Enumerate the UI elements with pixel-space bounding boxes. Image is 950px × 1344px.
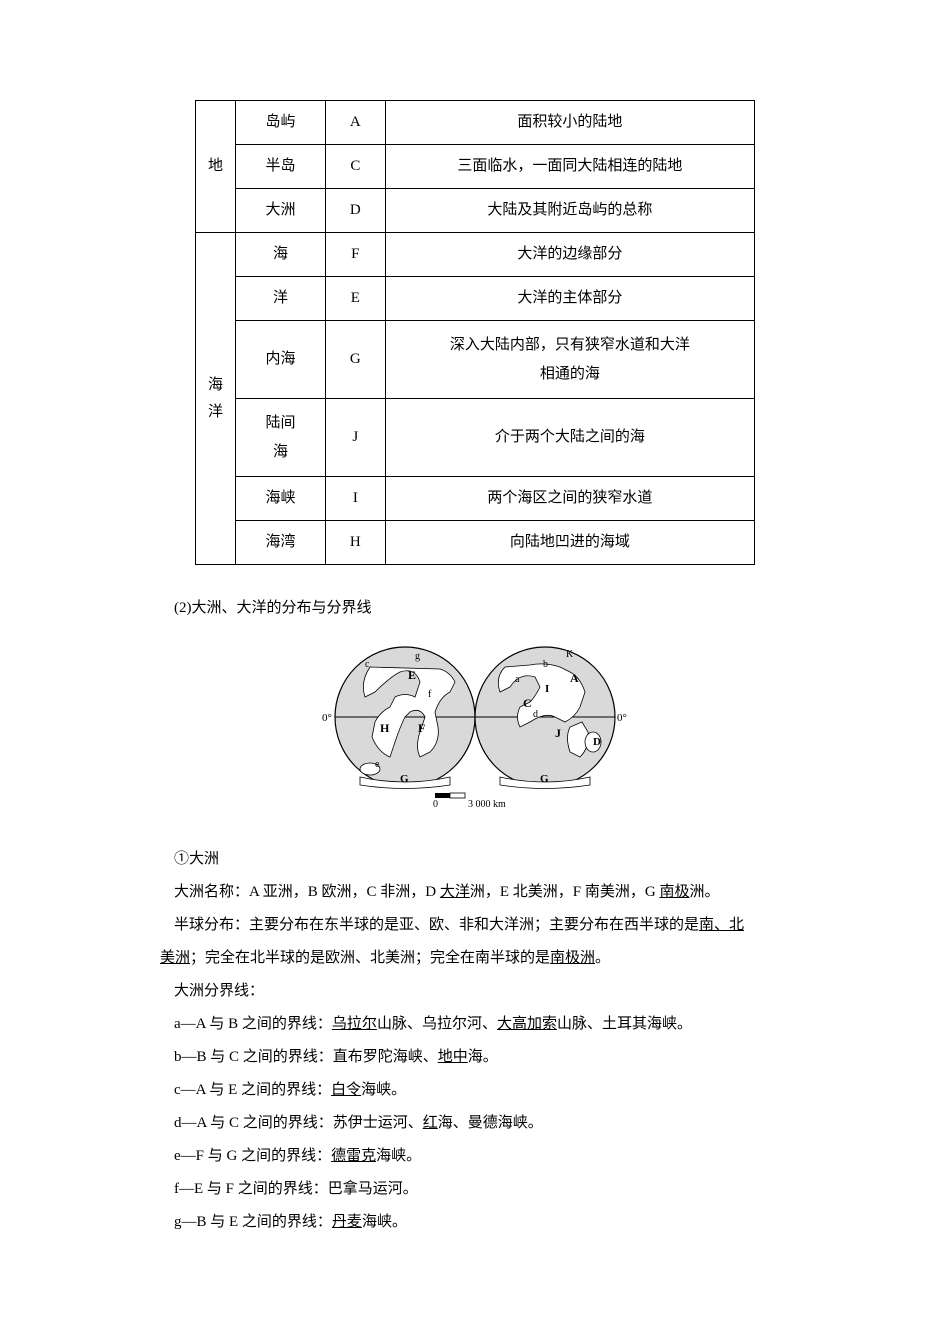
svg-text:0°: 0° [617, 712, 627, 724]
desc-cell: 三面临水，一面同大陆相连的陆地 [385, 145, 754, 189]
code-cell: H [325, 521, 385, 565]
desc-cell: 介于两个大陆之间的海 [385, 399, 754, 477]
svg-text:3 000 km: 3 000 km [468, 799, 506, 807]
svg-text:d: d [533, 709, 538, 720]
code-cell: J [325, 399, 385, 477]
boundary-f: f—E 与 F 之间的界线：巴拿马运河。 [174, 1173, 790, 1206]
code-cell: E [325, 277, 385, 321]
type-cell: 陆间海 [236, 399, 326, 477]
continents-header: ①大洲 [174, 843, 790, 876]
svg-text:J: J [555, 726, 561, 740]
svg-text:G: G [400, 773, 409, 785]
type-cell: 半岛 [236, 145, 326, 189]
svg-text:G: G [540, 773, 549, 785]
type-cell: 海湾 [236, 521, 326, 565]
code-cell: C [325, 145, 385, 189]
svg-text:H: H [380, 721, 390, 735]
desc-cell: 大洋的边缘部分 [385, 233, 754, 277]
category-cell: 海洋 [196, 233, 236, 565]
desc-cell: 面积较小的陆地 [385, 101, 754, 145]
hemisphere-map-icon: E H F G c g f e A C J D G I K a b d 0° 0… [320, 637, 630, 807]
boundaries-header: 大洲分界线： [174, 975, 790, 1008]
svg-text:b: b [543, 659, 548, 670]
svg-text:g: g [415, 651, 420, 662]
desc-cell: 两个海区之间的狭窄水道 [385, 477, 754, 521]
desc-cell: 大洋的主体部分 [385, 277, 754, 321]
boundary-b: b—B 与 C 之间的界线：直布罗陀海峡、地中海。 [174, 1041, 790, 1074]
type-cell: 洋 [236, 277, 326, 321]
boundary-e: e—F 与 G 之间的界线：德雷克海峡。 [174, 1140, 790, 1173]
type-cell: 海 [236, 233, 326, 277]
continents-section: ①大洲 大洲名称：A 亚洲，B 欧洲，C 非洲，D 大洋洲，E 北美洲，F 南美… [174, 843, 790, 942]
svg-text:0: 0 [433, 799, 438, 807]
hemisphere-line2-wrap: 美洲；完全在北半球的是欧洲、北美洲；完全在南半球的是南极洲。 [160, 942, 790, 975]
boundary-c: c—A 与 E 之间的界线：白令海峡。 [174, 1074, 790, 1107]
hemisphere-line2: 美洲；完全在北半球的是欧洲、北美洲；完全在南半球的是南极洲。 [160, 942, 790, 975]
section-2-title: (2)大洲、大洋的分布与分界线 [174, 595, 790, 622]
svg-text:E: E [408, 668, 416, 682]
desc-cell: 大陆及其附近岛屿的总称 [385, 189, 754, 233]
code-cell: I [325, 477, 385, 521]
svg-text:F: F [418, 721, 425, 735]
svg-text:c: c [365, 659, 370, 670]
svg-text:0°: 0° [322, 712, 332, 724]
svg-text:A: A [570, 671, 579, 685]
boundary-a: a—A 与 B 之间的界线：乌拉尔山脉、乌拉尔河、大高加索山脉、土耳其海峡。 [174, 1008, 790, 1041]
type-cell: 大洲 [236, 189, 326, 233]
svg-text:e: e [375, 759, 380, 770]
world-map-diagram: E H F G c g f e A C J D G I K a b d 0° 0… [160, 637, 790, 818]
svg-text:K: K [566, 649, 574, 660]
code-cell: F [325, 233, 385, 277]
land-ocean-table: 地 岛屿 A 面积较小的陆地 半岛 C 三面临水，一面同大陆相连的陆地 大洲 D… [195, 100, 755, 565]
hemisphere-line1: 半球分布：主要分布在东半球的是亚、欧、非和大洋洲；主要分布在西半球的是南、北 [174, 909, 790, 942]
continent-names: 大洲名称：A 亚洲，B 欧洲，C 非洲，D 大洋洲，E 北美洲，F 南美洲，G … [174, 876, 790, 909]
boundaries-section: 大洲分界线： a—A 与 B 之间的界线：乌拉尔山脉、乌拉尔河、大高加索山脉、土… [174, 975, 790, 1239]
svg-text:D: D [593, 736, 601, 748]
boundary-d: d—A 与 C 之间的界线：苏伊士运河、红海、曼德海峡。 [174, 1107, 790, 1140]
type-cell: 海峡 [236, 477, 326, 521]
svg-text:a: a [515, 674, 520, 685]
svg-text:C: C [523, 696, 532, 710]
type-cell: 内海 [236, 321, 326, 399]
svg-text:I: I [545, 683, 549, 695]
type-cell: 岛屿 [236, 101, 326, 145]
desc-cell: 向陆地凹进的海域 [385, 521, 754, 565]
category-cell: 地 [196, 101, 236, 233]
code-cell: D [325, 189, 385, 233]
code-cell: A [325, 101, 385, 145]
boundary-g: g—B 与 E 之间的界线：丹麦海峡。 [174, 1206, 790, 1239]
code-cell: G [325, 321, 385, 399]
desc-cell: 深入大陆内部，只有狭窄水道和大洋相通的海 [385, 321, 754, 399]
